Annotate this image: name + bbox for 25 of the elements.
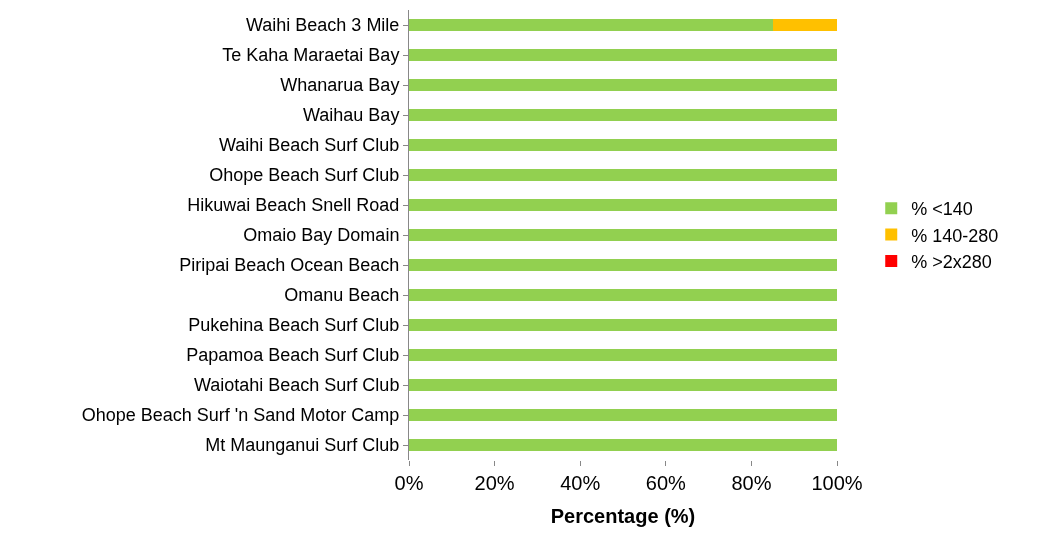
x-tick-label: 60%: [645, 472, 687, 494]
x-tick-label: 40%: [560, 472, 601, 494]
y-tick-label: Waihi Beach Surf Club: [218, 135, 400, 156]
y-tick-label: Piripai Beach Ocean Beach: [179, 255, 400, 276]
x-tick-label: 80%: [731, 472, 772, 494]
x-tick-label: 100%: [811, 472, 863, 494]
y-tick-label: Ohope Beach Surf Club: [209, 165, 400, 186]
y-tick-label: Waihi Beach 3 Mile: [245, 15, 400, 36]
y-tick-label: Mt Maunganui Surf Club: [205, 435, 400, 456]
y-tick-label: Omaio Bay Domain: [243, 225, 400, 246]
legend-label: % <140: [911, 199, 973, 220]
y-tick-label: Hikuwai Beach Snell Road: [187, 195, 400, 216]
y-tick-label: Te Kaha Maraetai Bay: [222, 45, 400, 66]
x-tick-label: 0%: [394, 472, 424, 494]
y-tick-label: Papamoa Beach Surf Club: [186, 345, 400, 366]
legend-label: % >2x280: [911, 252, 992, 273]
y-tick-label: Waihau Bay: [303, 105, 400, 126]
y-tick-label: Omanu Beach: [284, 285, 400, 306]
x-tick-label: 20%: [474, 472, 515, 494]
y-tick-label: Ohope Beach Surf 'n Sand Motor Camp: [81, 405, 400, 426]
x-axis-title: Percentage (%): [550, 504, 696, 527]
y-tick-label: Whanarua Bay: [280, 75, 400, 96]
legend-label: % 140-280: [911, 225, 999, 246]
y-tick-label: Waiotahi Beach Surf Club: [193, 375, 400, 396]
y-tick-label: Pukehina Beach Surf Club: [188, 315, 400, 336]
